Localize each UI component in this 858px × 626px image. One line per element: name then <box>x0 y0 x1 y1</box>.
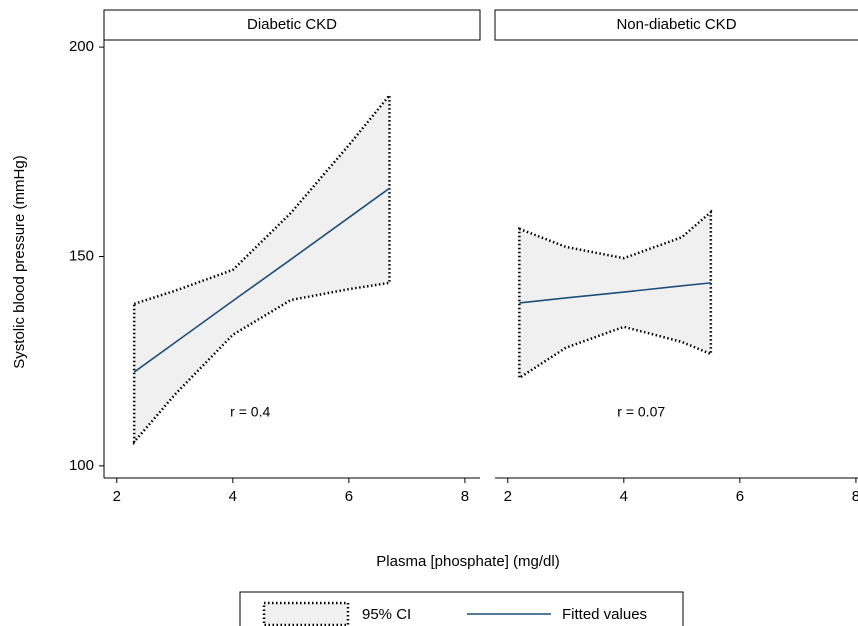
y-tick-label: 200 <box>69 38 94 55</box>
x-tick-label: 6 <box>736 488 744 505</box>
x-tick-label: 8 <box>852 488 858 505</box>
annotation: r = 0.4 <box>230 404 270 420</box>
y-tick-label: 150 <box>69 247 94 264</box>
legend-label: Fitted values <box>562 606 647 623</box>
annotation: r = 0.07 <box>617 404 665 420</box>
ci-band <box>132 91 391 446</box>
x-axis-label: Plasma [phosphate] (mg/dl) <box>376 553 559 570</box>
x-tick-label: 8 <box>461 488 469 505</box>
fitted-line <box>519 282 711 304</box>
legend-label: 95% CI <box>362 606 411 623</box>
x-tick-label: 4 <box>229 488 237 505</box>
x-tick-label: 6 <box>345 488 353 505</box>
x-tick-label: 2 <box>113 488 121 505</box>
legend-swatch <box>262 601 350 626</box>
ci-band <box>518 209 713 381</box>
panel-strip <box>103 9 481 41</box>
y-tick-label: 100 <box>69 457 94 474</box>
panel-title: Non-diabetic CKD <box>616 16 736 33</box>
fitted-line <box>133 187 390 373</box>
y-axis-label: Systolic blood pressure (mmHg) <box>11 155 28 368</box>
x-tick-label: 4 <box>620 488 628 505</box>
panel-strip <box>494 9 858 41</box>
x-tick-label: 2 <box>504 488 512 505</box>
panel-title: Diabetic CKD <box>247 16 337 33</box>
